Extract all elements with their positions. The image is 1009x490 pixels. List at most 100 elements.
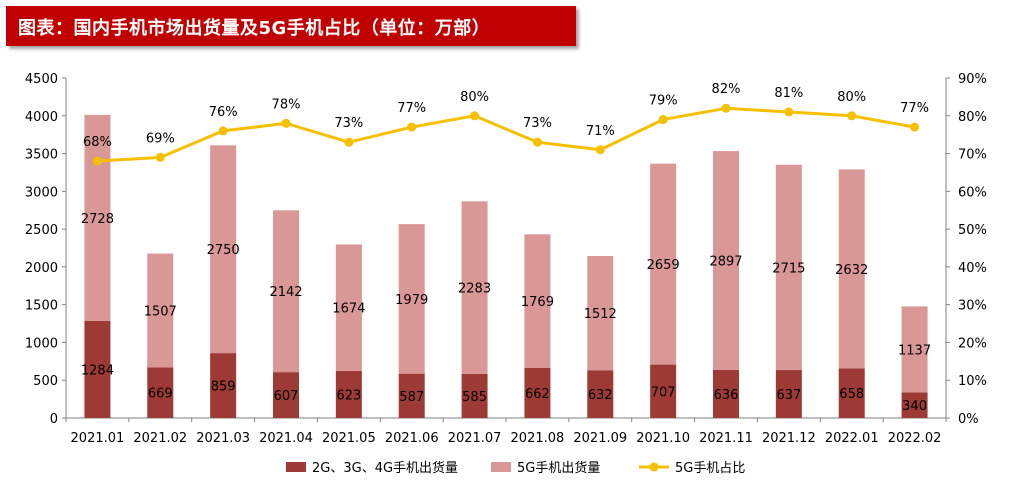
right-axis-tick-label: 90% (958, 72, 987, 87)
data-label-5g: 2750 (207, 243, 240, 258)
data-label-5g-share: 80% (837, 90, 866, 105)
left-axis-tick-label: 1500 (25, 299, 58, 314)
bar-2g3g4g (84, 320, 111, 418)
line-5g-share (97, 106, 915, 163)
bar-5g (524, 234, 551, 368)
data-label-5g: 2632 (835, 263, 868, 278)
bar-5g (273, 210, 299, 373)
data-label-2g3g4g: 636 (714, 388, 739, 403)
bar-2g3g4g (775, 369, 802, 418)
bar-2g3g4g (838, 368, 865, 418)
point-5g-share (407, 122, 417, 132)
data-label-5g: 2142 (269, 285, 302, 300)
left-axis-tick-label: 4000 (25, 110, 58, 125)
data-label-5g: 1674 (332, 302, 365, 317)
data-label-5g: 1769 (521, 295, 554, 310)
data-label-2g3g4g: 340 (902, 399, 927, 414)
data-label-5g-share: 69% (146, 131, 175, 146)
bar-5g (84, 114, 111, 321)
left-axis-tick-label: 3000 (25, 185, 58, 200)
legend-label-2g3g4g: 2G、3G、4G手机出货量 (312, 460, 458, 476)
x-axis-tick-label: 2022.02 (888, 431, 942, 446)
bar-5g (335, 244, 362, 371)
point-5g-share (784, 107, 794, 117)
legend-marker-5g-share (649, 462, 659, 472)
bar-2g3g4g (461, 373, 488, 418)
point-5g-share (470, 111, 480, 121)
left-axis-tick-label: 2000 (25, 261, 58, 276)
left-axis-tick-label: 4500 (25, 72, 58, 87)
bar-5g (713, 151, 739, 370)
data-label-5g-share: 80% (460, 90, 489, 105)
x-axis-tick-label: 2021.04 (259, 431, 313, 446)
legend-label-5g: 5G手机出货量 (517, 460, 600, 476)
right-axis-tick-label: 30% (958, 299, 987, 314)
chart-title: 图表：国内手机市场出货量及5G手机占比（单位：万部） (18, 18, 491, 39)
data-label-2g3g4g: 658 (839, 387, 864, 402)
x-axis-tick-label: 2021.05 (322, 431, 376, 446)
data-label-5g-share: 73% (334, 116, 363, 131)
data-label-2g3g4g: 707 (651, 385, 676, 400)
left-axis-tick-label: 500 (33, 374, 58, 389)
data-label-2g3g4g: 607 (274, 389, 299, 404)
bar-2g3g4g (713, 369, 739, 418)
data-label-5g-share: 82% (712, 82, 741, 97)
right-axis-tick-label: 70% (958, 148, 987, 163)
legend-swatch-5g (491, 462, 511, 472)
right-axis-tick-label: 20% (958, 336, 987, 351)
point-5g-share (281, 118, 291, 128)
bar-5g (461, 201, 488, 374)
x-axis-tick-label: 2021.08 (511, 431, 565, 446)
data-label-5g: 1507 (144, 305, 177, 320)
bar-2g3g4g (210, 353, 237, 418)
bar-5g (838, 169, 865, 369)
bar-2g3g4g (273, 372, 299, 418)
data-label-5g-share: 77% (397, 101, 426, 116)
x-axis-tick-label: 2021.07 (448, 431, 502, 446)
right-axis-tick-label: 80% (958, 110, 987, 125)
data-label-2g3g4g: 623 (336, 388, 361, 403)
data-label-5g: 1137 (898, 343, 931, 358)
x-axis-tick-label: 2022.01 (825, 431, 879, 446)
point-5g-share (847, 111, 857, 121)
data-label-5g: 2283 (458, 282, 491, 297)
x-axis-tick-label: 2021.09 (573, 431, 627, 446)
bar-5g (147, 253, 174, 368)
data-label-5g-share: 81% (774, 86, 803, 101)
legend-swatch-2g3g4g (286, 462, 306, 472)
x-axis-tick-label: 2021.12 (762, 431, 816, 446)
bar-2g3g4g (650, 364, 677, 418)
data-label-2g3g4g: 637 (776, 388, 801, 403)
bar-2g3g4g (587, 370, 614, 418)
data-label-5g-share: 76% (209, 105, 238, 120)
data-label-5g-share: 77% (900, 101, 929, 116)
x-axis-tick-label: 2021.01 (71, 431, 125, 446)
bar-5g (650, 163, 677, 365)
point-5g-share (595, 145, 605, 155)
bar-5g (901, 306, 928, 393)
bar-2g3g4g (901, 392, 928, 418)
bar-2g3g4g (147, 367, 174, 418)
point-5g-share (910, 122, 920, 132)
bar-5g (398, 224, 425, 374)
x-axis-tick-label: 2021.02 (133, 431, 187, 446)
data-label-2g3g4g: 662 (525, 387, 550, 402)
point-5g-share (532, 137, 542, 147)
legend-label-5g-share: 5G手机占比 (675, 461, 745, 476)
bar-5g (587, 256, 614, 371)
point-5g-share (721, 103, 731, 113)
x-axis-tick-label: 2021.10 (636, 431, 690, 446)
bar-5g (210, 145, 237, 354)
left-axis-tick-label: 0 (50, 412, 58, 427)
point-5g-share (658, 115, 668, 125)
data-label-5g: 2728 (81, 212, 114, 227)
data-label-5g-share: 68% (83, 135, 112, 150)
x-axis-tick-label: 2021.03 (196, 431, 250, 446)
point-5g-share (344, 137, 354, 147)
data-label-2g3g4g: 669 (148, 387, 173, 402)
data-label-5g: 2659 (647, 258, 680, 273)
data-label-5g: 2897 (709, 255, 742, 270)
x-axis-tick-label: 2021.06 (385, 431, 439, 446)
bar-2g3g4g (335, 370, 362, 418)
